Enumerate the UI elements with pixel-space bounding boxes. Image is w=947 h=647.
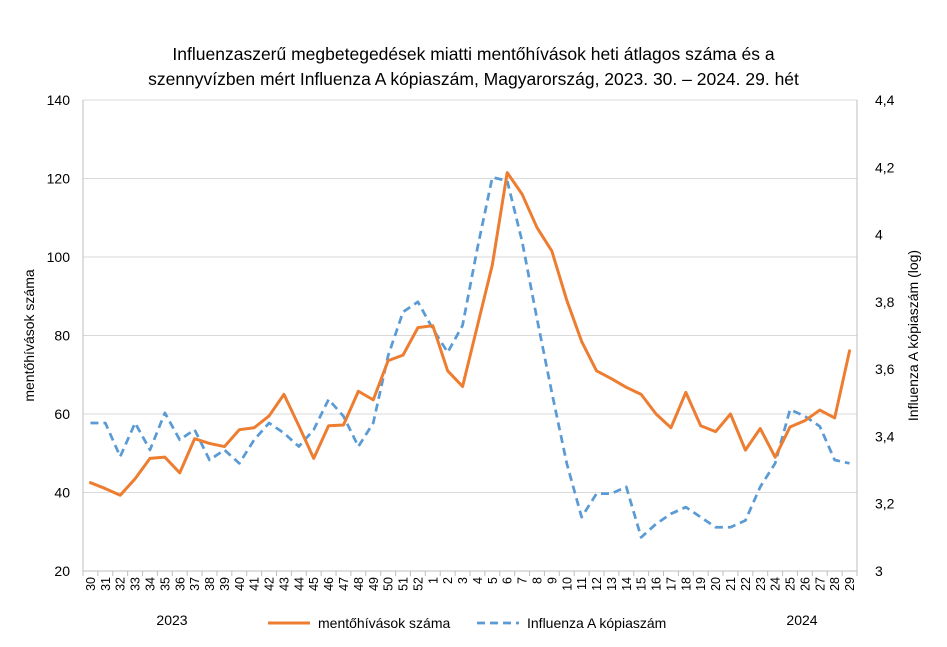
x-tick-label: 4 xyxy=(471,577,485,584)
x-tick-label: 11 xyxy=(575,577,589,590)
x-tick-label: 1 xyxy=(426,577,440,584)
x-tick-label: 3 xyxy=(456,577,470,584)
year-label-2024: 2024 xyxy=(786,612,817,628)
x-tick-label: 32 xyxy=(114,577,128,591)
x-tick-label: 49 xyxy=(367,577,381,591)
x-tick-label: 7 xyxy=(516,577,530,584)
x-tick-label: 45 xyxy=(307,577,321,591)
x-tick-label: 51 xyxy=(397,577,411,591)
x-tick-label: 39 xyxy=(218,577,232,591)
x-tick-label: 12 xyxy=(590,577,604,591)
x-tick-label: 30 xyxy=(84,577,98,591)
y-right-axis-title: Influenza A kópiaszám (log) xyxy=(905,250,921,421)
y-right-tick-label: 4,2 xyxy=(875,159,895,175)
x-tick-label: 38 xyxy=(203,577,217,591)
x-tick-label: 19 xyxy=(694,577,708,591)
x-tick-label: 2 xyxy=(441,577,455,584)
y-left-tick-label: 60 xyxy=(54,406,70,422)
chart-title-line-2: szennyvízben mért Influenza A kópiaszám,… xyxy=(148,69,799,89)
x-tick-label: 43 xyxy=(277,577,291,591)
x-tick-label: 47 xyxy=(337,577,351,591)
x-tick-label: 21 xyxy=(724,577,738,591)
y-right-tick-label: 3,4 xyxy=(875,428,895,444)
x-tick-label: 10 xyxy=(560,577,574,591)
x-tick-label: 50 xyxy=(382,577,396,591)
x-tick-label: 40 xyxy=(233,577,247,591)
x-tick-label: 25 xyxy=(784,577,798,591)
y-right-tick-label: 4,4 xyxy=(875,92,895,108)
y-left-axis-title: mentőhívások száma xyxy=(21,269,37,401)
x-tick-label: 5 xyxy=(486,577,500,584)
x-tick-label: 46 xyxy=(322,577,336,591)
y-left-tick-label: 20 xyxy=(54,563,70,579)
x-tick-label: 20 xyxy=(709,577,723,591)
x-tick-label: 52 xyxy=(411,577,425,591)
y-left-tick-label: 80 xyxy=(54,328,70,344)
x-tick-label: 33 xyxy=(129,577,143,591)
x-tick-label: 23 xyxy=(754,577,768,591)
x-tick-label: 28 xyxy=(828,577,842,591)
y-left-tick-label: 100 xyxy=(47,249,71,265)
y-right-tick-label: 3 xyxy=(875,563,883,579)
x-tick-label: 29 xyxy=(843,577,857,591)
x-tick-label: 17 xyxy=(664,577,678,591)
x-tick-label: 15 xyxy=(635,577,649,591)
y-left-tick-label: 140 xyxy=(47,92,71,108)
x-tick-label: 26 xyxy=(798,577,812,591)
y-right-tick-label: 3,8 xyxy=(875,294,895,310)
x-tick-label: 6 xyxy=(501,577,515,584)
x-tick-label: 9 xyxy=(545,577,559,584)
x-tick-label: 13 xyxy=(605,577,619,591)
x-tick-label: 8 xyxy=(530,577,544,584)
x-tick-label: 35 xyxy=(158,577,172,591)
x-tick-label: 41 xyxy=(248,577,262,591)
x-tick-label: 34 xyxy=(143,577,157,591)
x-tick-label: 36 xyxy=(173,577,187,591)
x-tick-label: 42 xyxy=(263,577,277,591)
x-tick-label: 18 xyxy=(679,577,693,591)
chart-title-line-1: Influenzaszerű megbetegedések miatti men… xyxy=(172,44,775,64)
legend-label-mentohivasok: mentőhívások száma xyxy=(318,615,450,631)
y-left-tick-label: 120 xyxy=(47,171,71,187)
x-tick-label: 22 xyxy=(739,577,753,591)
x-tick-label: 14 xyxy=(620,577,634,591)
year-label-2023: 2023 xyxy=(156,612,187,628)
y-right-tick-label: 4 xyxy=(875,227,883,243)
y-left-tick-label: 40 xyxy=(54,485,70,501)
series-line-mentohivasok xyxy=(88,171,852,497)
x-tick-label: 31 xyxy=(99,577,113,591)
legend-label-influenza-a: Influenza A kópiaszám xyxy=(527,615,666,631)
x-tick-label: 16 xyxy=(650,577,664,591)
x-tick-label: 48 xyxy=(352,577,366,591)
x-tick-label: 27 xyxy=(813,577,827,591)
x-tick-label: 37 xyxy=(188,577,202,591)
series-line-influenza-a xyxy=(90,176,850,539)
x-tick-label: 24 xyxy=(769,577,783,591)
y-right-tick-label: 3,6 xyxy=(875,361,895,377)
x-tick-label: 44 xyxy=(292,577,306,591)
y-right-tick-label: 3,2 xyxy=(875,496,895,512)
